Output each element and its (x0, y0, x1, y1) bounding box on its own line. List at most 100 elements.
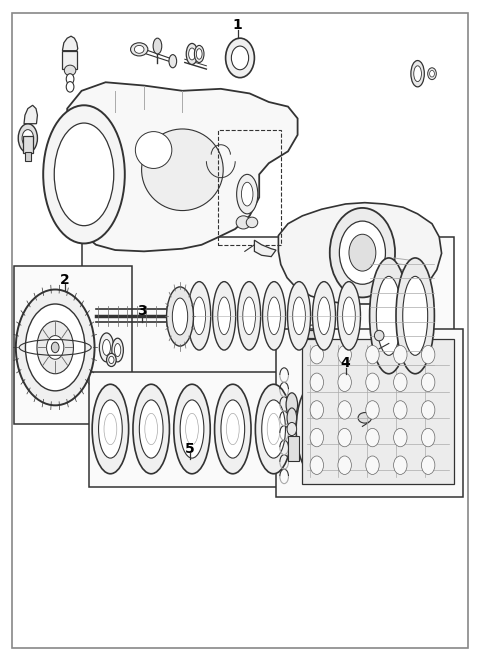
Polygon shape (278, 203, 442, 304)
Ellipse shape (99, 333, 114, 362)
Ellipse shape (226, 38, 254, 78)
Polygon shape (62, 36, 78, 51)
Ellipse shape (312, 282, 336, 350)
Ellipse shape (227, 413, 239, 445)
Ellipse shape (394, 428, 407, 447)
Ellipse shape (25, 304, 85, 391)
Ellipse shape (174, 384, 210, 474)
Ellipse shape (267, 413, 280, 445)
Ellipse shape (98, 400, 122, 458)
Bar (14, 266, 132, 424)
Ellipse shape (189, 48, 195, 60)
Ellipse shape (421, 401, 435, 419)
Ellipse shape (394, 373, 407, 392)
Text: 5: 5 (185, 442, 194, 456)
Ellipse shape (131, 43, 148, 56)
Ellipse shape (18, 124, 37, 153)
Ellipse shape (370, 258, 408, 374)
Ellipse shape (428, 68, 436, 80)
Ellipse shape (366, 456, 379, 474)
Text: 3: 3 (137, 303, 146, 318)
Ellipse shape (339, 221, 385, 284)
Ellipse shape (107, 353, 116, 367)
Bar (303, 330, 323, 338)
Ellipse shape (43, 105, 125, 243)
Ellipse shape (134, 45, 144, 53)
Ellipse shape (310, 345, 324, 364)
Ellipse shape (221, 400, 245, 458)
Ellipse shape (338, 373, 351, 392)
Ellipse shape (108, 356, 114, 363)
Ellipse shape (167, 287, 193, 346)
Ellipse shape (403, 276, 428, 355)
Ellipse shape (394, 345, 407, 364)
Ellipse shape (287, 422, 297, 436)
Ellipse shape (186, 43, 198, 64)
Ellipse shape (396, 258, 434, 374)
Ellipse shape (47, 336, 64, 359)
Ellipse shape (310, 428, 324, 447)
Ellipse shape (293, 297, 305, 335)
Ellipse shape (133, 384, 169, 474)
Polygon shape (24, 105, 37, 124)
Text: 4: 4 (341, 356, 350, 370)
Ellipse shape (145, 413, 157, 445)
Ellipse shape (286, 393, 298, 417)
Ellipse shape (112, 338, 123, 362)
Ellipse shape (194, 45, 204, 63)
Ellipse shape (310, 401, 324, 419)
Ellipse shape (104, 413, 117, 445)
Ellipse shape (193, 297, 205, 335)
Bar (82, 237, 454, 385)
Ellipse shape (196, 49, 202, 59)
Ellipse shape (103, 340, 110, 355)
Ellipse shape (358, 413, 372, 423)
Ellipse shape (218, 297, 230, 335)
Ellipse shape (241, 182, 253, 206)
Ellipse shape (421, 456, 435, 474)
Ellipse shape (51, 342, 59, 353)
Polygon shape (254, 240, 276, 257)
Ellipse shape (172, 298, 188, 335)
Ellipse shape (238, 282, 261, 350)
Polygon shape (66, 82, 298, 251)
Ellipse shape (411, 61, 424, 87)
Ellipse shape (394, 456, 407, 474)
Ellipse shape (180, 400, 204, 458)
Bar (218, 130, 281, 245)
Ellipse shape (22, 130, 34, 147)
Ellipse shape (366, 428, 379, 447)
Ellipse shape (421, 345, 435, 364)
Ellipse shape (66, 82, 74, 92)
Bar (25, 152, 31, 161)
Ellipse shape (54, 123, 114, 226)
Ellipse shape (215, 384, 251, 474)
Ellipse shape (236, 216, 251, 229)
Ellipse shape (92, 384, 129, 474)
Text: 2: 2 (60, 272, 70, 287)
Bar (89, 372, 379, 487)
Ellipse shape (338, 428, 351, 447)
Ellipse shape (188, 282, 211, 350)
Ellipse shape (414, 66, 421, 82)
Ellipse shape (343, 297, 355, 335)
Ellipse shape (318, 297, 330, 335)
Text: 1: 1 (233, 18, 242, 32)
Ellipse shape (246, 217, 258, 228)
Ellipse shape (287, 408, 297, 428)
Ellipse shape (237, 174, 258, 214)
Ellipse shape (308, 413, 321, 445)
Ellipse shape (37, 321, 73, 374)
Ellipse shape (366, 345, 379, 364)
Ellipse shape (337, 282, 360, 350)
Ellipse shape (139, 400, 163, 458)
Ellipse shape (376, 276, 401, 355)
Ellipse shape (66, 74, 74, 84)
Ellipse shape (186, 413, 198, 445)
Ellipse shape (213, 282, 236, 350)
Ellipse shape (394, 401, 407, 419)
Ellipse shape (366, 373, 379, 392)
Ellipse shape (255, 384, 292, 474)
Ellipse shape (142, 129, 223, 211)
Ellipse shape (349, 234, 376, 271)
